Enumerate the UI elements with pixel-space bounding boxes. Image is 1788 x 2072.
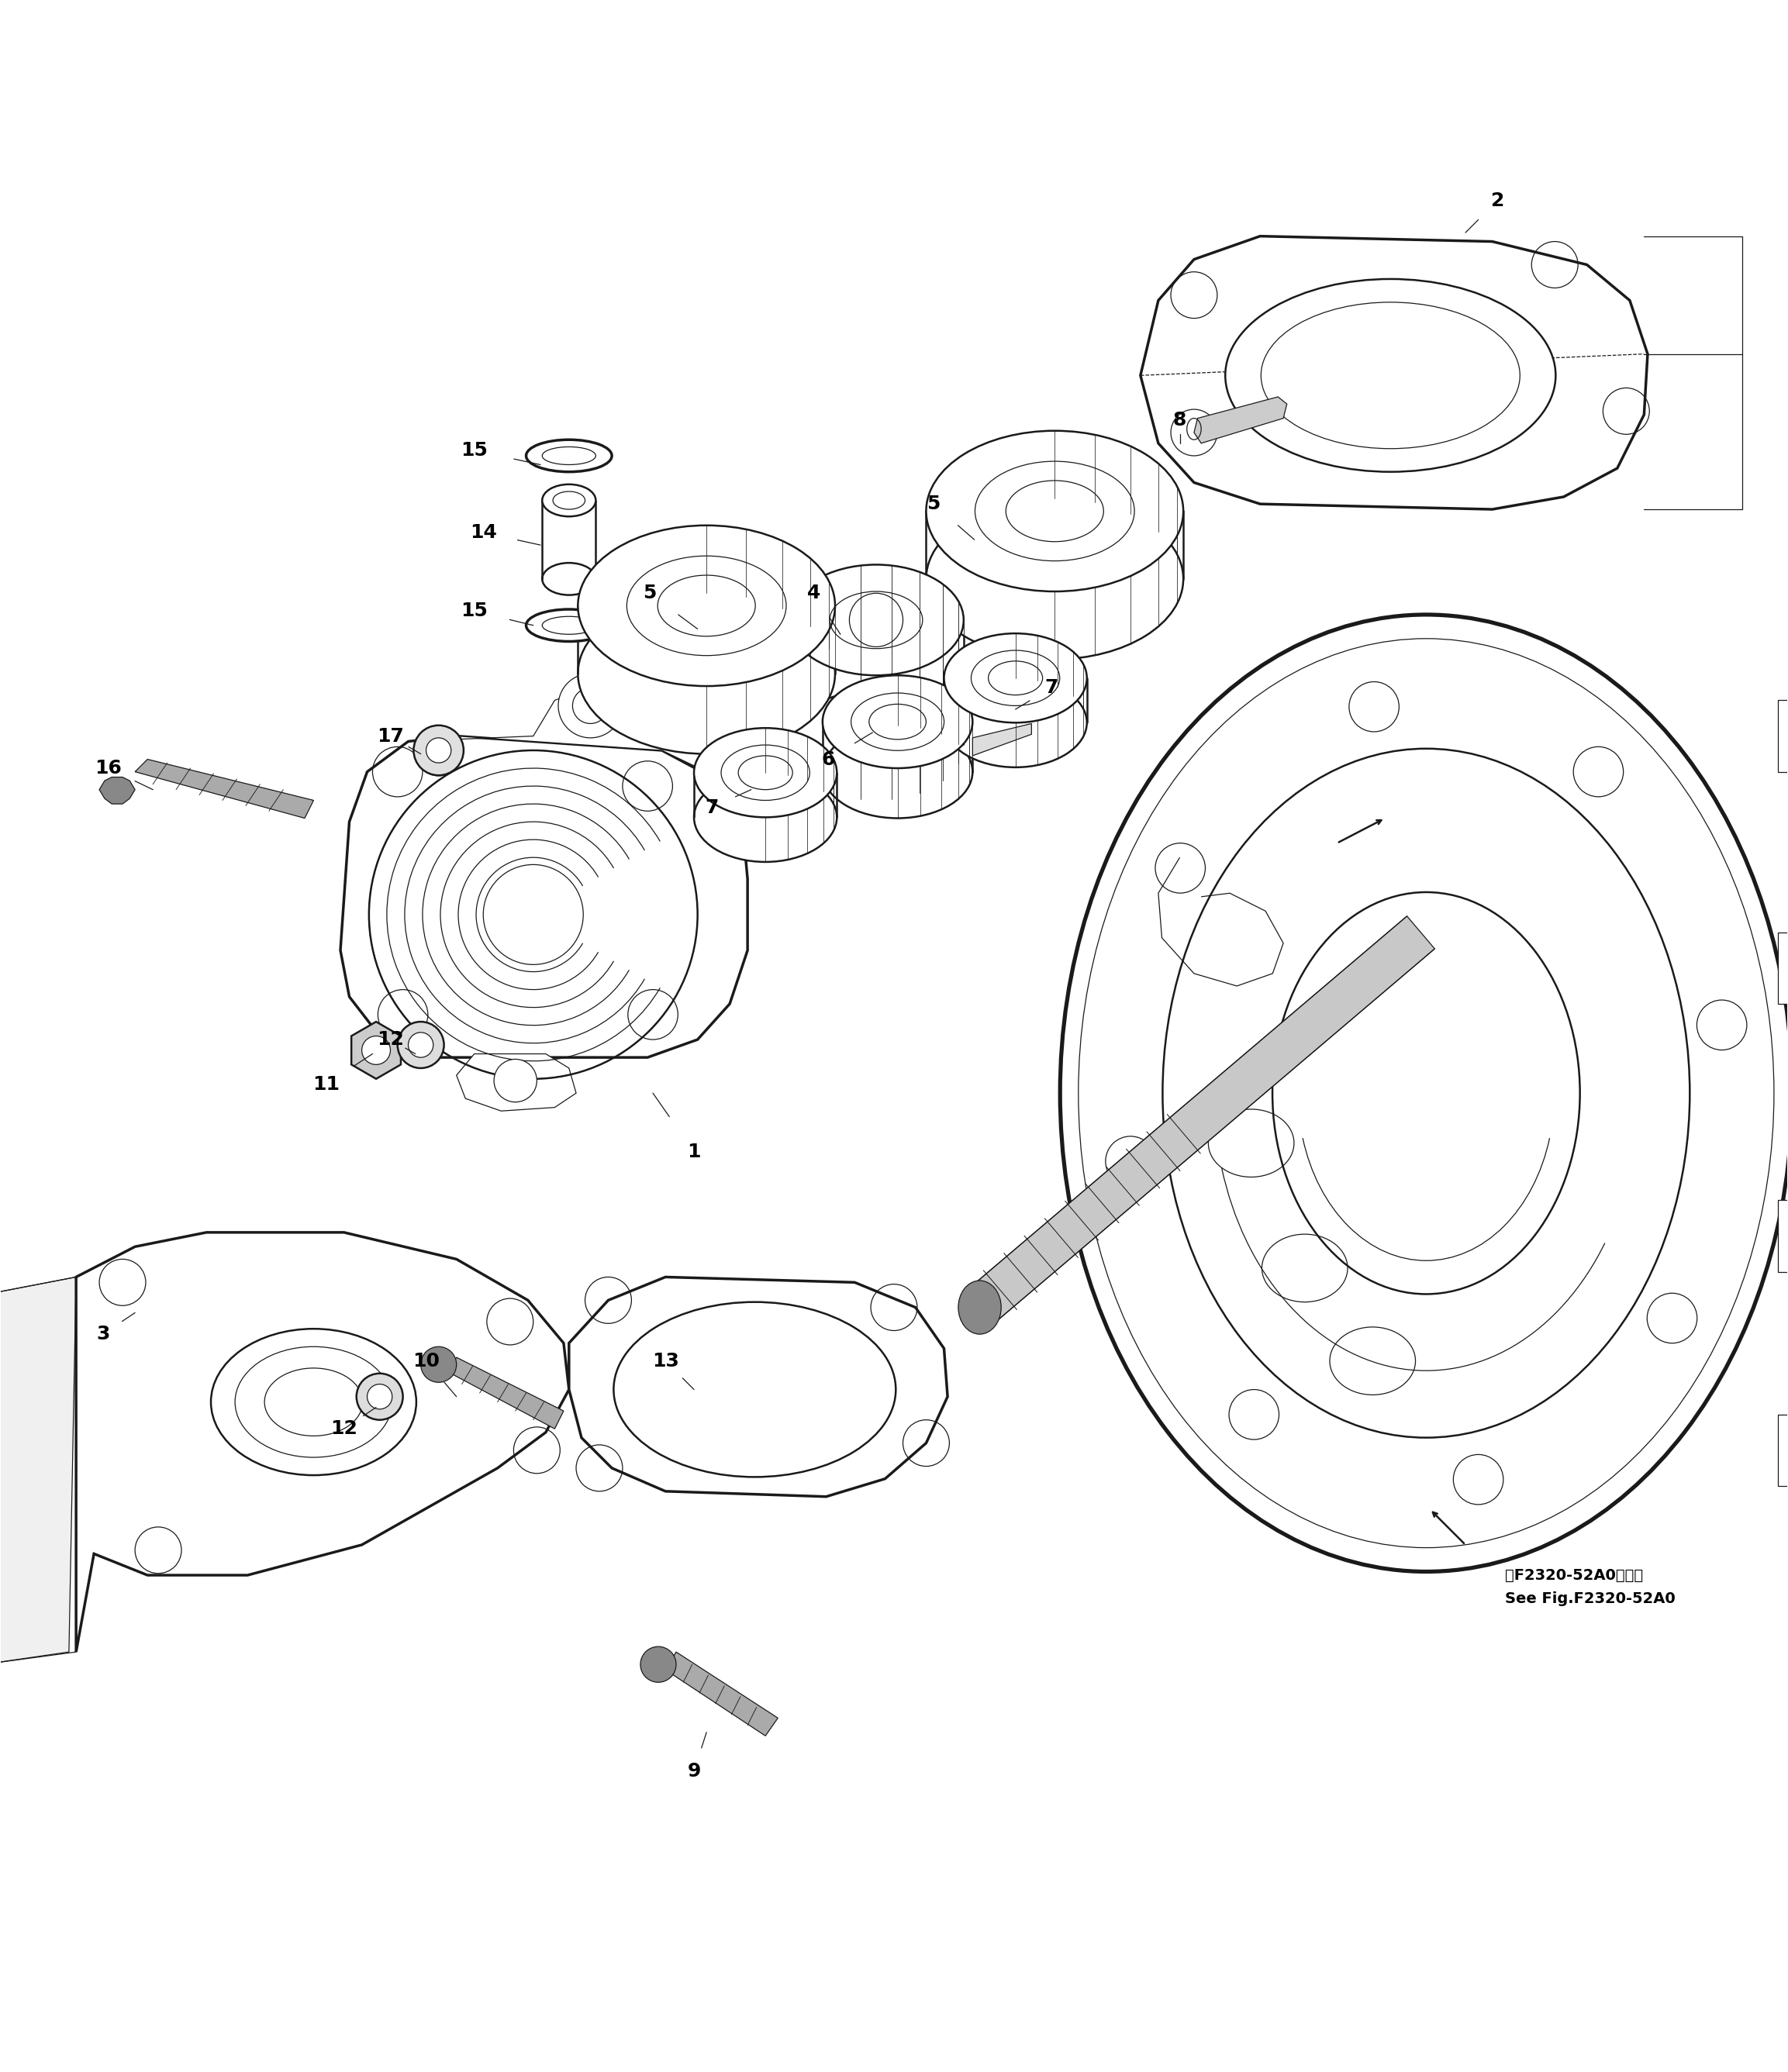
Polygon shape bbox=[136, 758, 313, 818]
Polygon shape bbox=[100, 777, 136, 804]
Text: 2: 2 bbox=[1491, 191, 1504, 209]
Polygon shape bbox=[966, 916, 1434, 1324]
Ellipse shape bbox=[613, 1301, 896, 1477]
Circle shape bbox=[413, 725, 463, 775]
Circle shape bbox=[420, 1347, 456, 1382]
Ellipse shape bbox=[211, 1328, 417, 1475]
Ellipse shape bbox=[944, 634, 1087, 723]
Text: 11: 11 bbox=[313, 1075, 340, 1094]
Polygon shape bbox=[1777, 932, 1788, 1003]
Text: 17: 17 bbox=[377, 727, 404, 746]
Circle shape bbox=[426, 738, 451, 762]
Text: 3: 3 bbox=[97, 1324, 109, 1343]
Ellipse shape bbox=[944, 678, 1087, 767]
Ellipse shape bbox=[526, 609, 611, 642]
Ellipse shape bbox=[789, 566, 964, 675]
Circle shape bbox=[367, 1384, 392, 1409]
Polygon shape bbox=[1194, 398, 1287, 443]
Polygon shape bbox=[973, 723, 1032, 756]
Ellipse shape bbox=[694, 773, 837, 862]
Ellipse shape bbox=[542, 448, 595, 464]
Ellipse shape bbox=[822, 725, 973, 818]
Circle shape bbox=[640, 1647, 676, 1682]
Circle shape bbox=[397, 1021, 443, 1069]
Ellipse shape bbox=[926, 499, 1184, 659]
Polygon shape bbox=[665, 1651, 778, 1736]
Circle shape bbox=[572, 688, 608, 723]
Polygon shape bbox=[447, 1357, 563, 1430]
Text: See Fig.F2320-52A0: See Fig.F2320-52A0 bbox=[1505, 1591, 1675, 1606]
Polygon shape bbox=[456, 1055, 576, 1111]
Circle shape bbox=[356, 1374, 402, 1419]
Ellipse shape bbox=[542, 485, 595, 516]
Text: 5: 5 bbox=[642, 584, 656, 603]
Ellipse shape bbox=[789, 690, 964, 800]
Ellipse shape bbox=[1225, 280, 1556, 472]
Polygon shape bbox=[1777, 700, 1788, 771]
Text: 13: 13 bbox=[653, 1351, 679, 1370]
Polygon shape bbox=[408, 682, 730, 771]
Polygon shape bbox=[569, 1276, 948, 1496]
Polygon shape bbox=[352, 1021, 401, 1080]
Polygon shape bbox=[1141, 236, 1647, 510]
Ellipse shape bbox=[578, 526, 835, 686]
Ellipse shape bbox=[822, 675, 973, 769]
Ellipse shape bbox=[526, 439, 611, 472]
Ellipse shape bbox=[958, 1280, 1001, 1334]
Text: 16: 16 bbox=[95, 758, 122, 777]
Text: 7: 7 bbox=[1044, 678, 1058, 696]
Text: 10: 10 bbox=[413, 1351, 440, 1370]
Text: 6: 6 bbox=[821, 750, 835, 769]
Text: 14: 14 bbox=[470, 524, 497, 543]
Text: 9: 9 bbox=[687, 1763, 701, 1780]
Text: 12: 12 bbox=[377, 1030, 404, 1048]
Text: 4: 4 bbox=[806, 584, 821, 603]
Text: 15: 15 bbox=[461, 441, 488, 460]
Text: 15: 15 bbox=[461, 601, 488, 620]
Text: 7: 7 bbox=[704, 798, 719, 816]
Circle shape bbox=[483, 864, 583, 966]
Ellipse shape bbox=[926, 431, 1184, 591]
Ellipse shape bbox=[578, 593, 835, 754]
Polygon shape bbox=[1777, 1415, 1788, 1486]
Text: 5: 5 bbox=[926, 495, 940, 514]
Text: 第F2320-52A0図参照: 第F2320-52A0図参照 bbox=[1505, 1569, 1643, 1583]
Polygon shape bbox=[77, 1233, 569, 1651]
Ellipse shape bbox=[542, 617, 595, 634]
Text: 8: 8 bbox=[1173, 410, 1187, 429]
Polygon shape bbox=[1777, 1200, 1788, 1272]
Circle shape bbox=[361, 1036, 390, 1065]
Circle shape bbox=[408, 1032, 433, 1057]
Ellipse shape bbox=[694, 727, 837, 816]
Circle shape bbox=[558, 673, 622, 738]
Text: 1: 1 bbox=[687, 1144, 701, 1160]
Polygon shape bbox=[0, 1276, 77, 1664]
Circle shape bbox=[427, 744, 449, 765]
Circle shape bbox=[493, 1059, 536, 1102]
Text: 12: 12 bbox=[331, 1419, 358, 1438]
Circle shape bbox=[417, 733, 460, 775]
Polygon shape bbox=[340, 736, 747, 1057]
Ellipse shape bbox=[542, 564, 595, 595]
Ellipse shape bbox=[1060, 615, 1788, 1571]
